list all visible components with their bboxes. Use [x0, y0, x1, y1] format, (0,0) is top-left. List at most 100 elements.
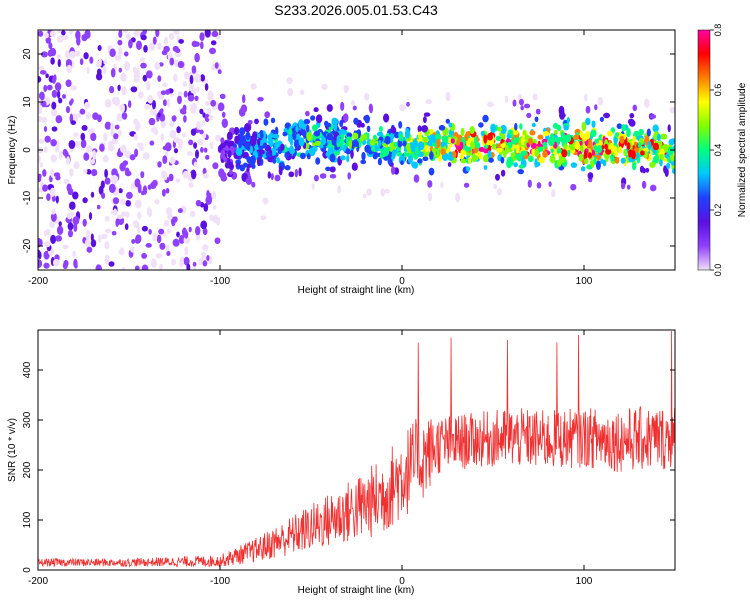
spectrogram-cell	[270, 117, 276, 124]
spectrogram-cell	[123, 30, 128, 34]
spectrogram-cell	[204, 30, 211, 38]
spectrogram-cell	[145, 243, 152, 248]
spectrogram-cell	[267, 171, 271, 179]
spectrogram-cell	[169, 121, 175, 128]
spectrogram-cell	[84, 30, 91, 39]
spectrogram-cell	[182, 81, 188, 88]
spectrogram-cell	[192, 261, 197, 267]
spectrogram-cell	[594, 138, 599, 144]
spectrogram-cell	[500, 156, 505, 164]
spectrogram-cell	[565, 134, 572, 143]
spectrogram-cell	[55, 235, 62, 242]
snr-y-ticks: 0 100 200 300 400	[22, 361, 675, 573]
spectrogram-cell	[554, 129, 558, 136]
spectrogram-cell	[605, 148, 612, 155]
spectrogram-cell	[56, 225, 64, 235]
spectrogram-cell	[212, 162, 219, 170]
spectrogram-cell	[534, 148, 539, 158]
colorbar-ticks: 0.0 0.2 0.4 0.6 0.8	[710, 24, 723, 276]
spectrogram-cell	[108, 261, 115, 267]
spectrogram-cell	[178, 39, 184, 44]
spectrogram-cell	[396, 152, 403, 157]
spectrogram-cell	[116, 214, 124, 220]
spectrogram-cell	[590, 129, 597, 137]
spectrogram-cell	[104, 168, 108, 178]
spectrogram-cell	[133, 30, 141, 37]
spectrogram-cell	[217, 69, 222, 75]
spectrogram-cell	[41, 116, 47, 124]
spectrogram-cell	[374, 145, 381, 152]
spectrogram-cell	[183, 90, 188, 98]
spectrogram-cell	[257, 96, 264, 102]
spectrogram-cell	[560, 157, 566, 163]
spectrogram-cell	[378, 126, 383, 132]
spectrogram-cell	[369, 139, 376, 146]
spectrogram-cell	[102, 155, 109, 163]
spectrogram-cell	[313, 174, 319, 182]
spectrogram-cell	[79, 58, 84, 65]
spectrogram-cell	[38, 66, 45, 71]
spectrogram-cell	[211, 40, 217, 46]
spectrogram-cell	[195, 226, 201, 236]
spectrogram-cell	[309, 147, 316, 157]
spectrogram-cell	[41, 51, 48, 58]
spectrogram-cell	[390, 126, 397, 134]
spectrogram-cell	[627, 184, 631, 190]
spectrogram-cell	[187, 151, 193, 156]
spectrogram-cell	[169, 57, 175, 66]
spectrogram-cell	[584, 158, 589, 164]
spectrogram-cell	[68, 30, 74, 35]
spectrogram-cell	[206, 107, 212, 115]
spectrogram-cell	[418, 131, 422, 141]
spectrogram-cell	[201, 254, 208, 262]
spectrogram-cell	[483, 134, 488, 144]
spectrogram-cell	[62, 94, 66, 99]
spectrogram-cell	[132, 220, 139, 226]
spectrogram-cell	[141, 253, 147, 259]
spectrogram-cell	[443, 130, 449, 136]
spectrogram-cell	[447, 162, 452, 167]
spectrogram-cell	[194, 95, 199, 102]
spectrogram-cell	[137, 211, 142, 220]
spectrogram-cell	[519, 123, 523, 130]
spectrogram-cell	[413, 154, 418, 160]
x-tick-label: -200	[28, 276, 48, 287]
spectrogram-cell	[38, 154, 41, 164]
spectrogram-cell	[202, 244, 209, 252]
spectrogram-cell	[428, 167, 435, 176]
spectrogram-cell	[340, 155, 346, 161]
spectrogram-cell	[68, 229, 73, 238]
spectrogram-cell	[447, 136, 452, 144]
spectrogram-cell	[199, 32, 205, 41]
spectrogram-cell	[284, 165, 291, 171]
spectrogram-cell	[159, 242, 166, 250]
spectrogram-cell	[169, 130, 177, 139]
spectrogram-cell	[45, 229, 51, 236]
spectrogram-cell	[102, 65, 107, 75]
spectrogram-cell	[652, 124, 659, 133]
spectrogram-cell	[593, 156, 597, 165]
spectrogram-cell	[62, 244, 69, 250]
spectrogram-cell	[177, 61, 185, 69]
spectrogram-cell	[636, 152, 640, 158]
spectrogram-cell	[384, 189, 390, 194]
spectrogram-cell	[342, 113, 349, 123]
spectrogram-cell	[222, 111, 226, 118]
spectrogram-cell	[220, 137, 225, 144]
spectrogram-cell	[73, 132, 79, 138]
spectrogram-cell	[469, 126, 475, 135]
spectrogram-cell	[114, 124, 120, 130]
spectrogram-cell	[173, 73, 178, 82]
spectrogram-cell	[38, 76, 42, 83]
spectrogram-cell	[654, 153, 660, 164]
spectrogram-cell	[403, 151, 408, 158]
spectrogram-cell	[326, 104, 333, 112]
spectrogram-cell	[607, 130, 613, 137]
spectrogram-cell	[353, 140, 359, 148]
spectrogram-cell	[188, 139, 194, 146]
spectrogram-cell	[171, 115, 177, 122]
spectrogram-cell	[331, 119, 339, 125]
spectrogram-cell	[616, 123, 622, 130]
spectrogram-cell	[245, 131, 251, 141]
spectrogram-cell	[464, 146, 471, 152]
